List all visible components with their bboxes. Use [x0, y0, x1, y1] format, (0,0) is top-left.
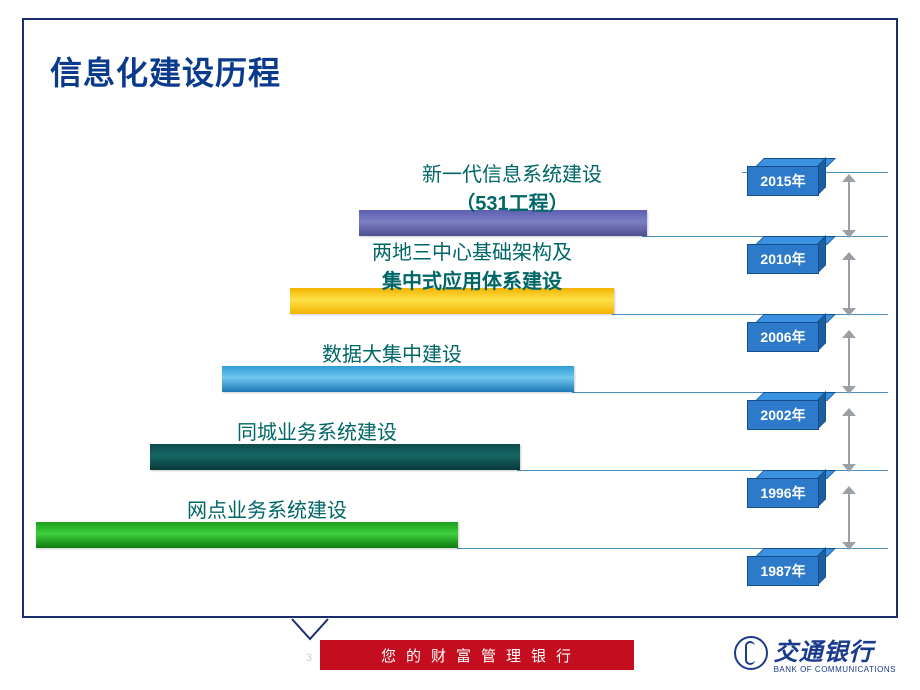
- year-span-arrow-icon: [842, 252, 856, 316]
- footer-slogan-text: 您的财富管理银行: [381, 645, 581, 666]
- year-box: 1987年: [747, 548, 829, 584]
- step-sublabel: （531工程）: [422, 187, 602, 216]
- step-label: 新一代信息系统建设（531工程）: [422, 158, 602, 216]
- step-label: 同城业务系统建设: [237, 416, 397, 445]
- year-span-arrow-icon: [842, 486, 856, 550]
- step-label: 网点业务系统建设: [187, 494, 347, 523]
- timeline-stage: 新一代信息系统建设（531工程） 两地三中心基础架构及集中式应用体系建设数据大集中…: [22, 120, 898, 620]
- year-label: 1996年: [747, 478, 819, 508]
- page-number: 3: [306, 652, 312, 664]
- year-box: 1996年: [747, 470, 829, 506]
- step-sublabel: 集中式应用体系建设: [372, 265, 572, 294]
- year-label: 2015年: [747, 166, 819, 196]
- bank-logo-block: 交通银行 BANK OF COMMUNICATIONS: [734, 632, 896, 674]
- year-label: 2002年: [747, 400, 819, 430]
- year-box: 2010年: [747, 236, 829, 272]
- year-box: 2002年: [747, 392, 829, 428]
- year-label: 2006年: [747, 322, 819, 352]
- year-label: 2010年: [747, 244, 819, 274]
- step-bar: [36, 522, 458, 548]
- slide-title: 信息化建设历程: [50, 48, 281, 94]
- bank-name-cn: 交通银行: [774, 632, 896, 667]
- year-label: 1987年: [747, 556, 819, 586]
- bank-name-wrap: 交通银行 BANK OF COMMUNICATIONS: [774, 632, 896, 674]
- step-label: 两地三中心基础架构及集中式应用体系建设: [372, 236, 572, 294]
- year-span-arrow-icon: [842, 174, 856, 238]
- year-box: 2006年: [747, 314, 829, 350]
- step-bar: [150, 444, 520, 470]
- year-span-arrow-icon: [842, 408, 856, 472]
- step-bar: [222, 366, 574, 392]
- step-label: 数据大集中建设: [322, 338, 462, 367]
- year-box: 2015年: [747, 158, 829, 194]
- year-span-arrow-icon: [842, 330, 856, 394]
- bank-name-en: BANK OF COMMUNICATIONS: [774, 665, 896, 674]
- bank-logo-icon: [734, 636, 768, 670]
- footer-slogan-strip: 您的财富管理银行: [320, 640, 634, 670]
- timeline-hline: [572, 392, 888, 393]
